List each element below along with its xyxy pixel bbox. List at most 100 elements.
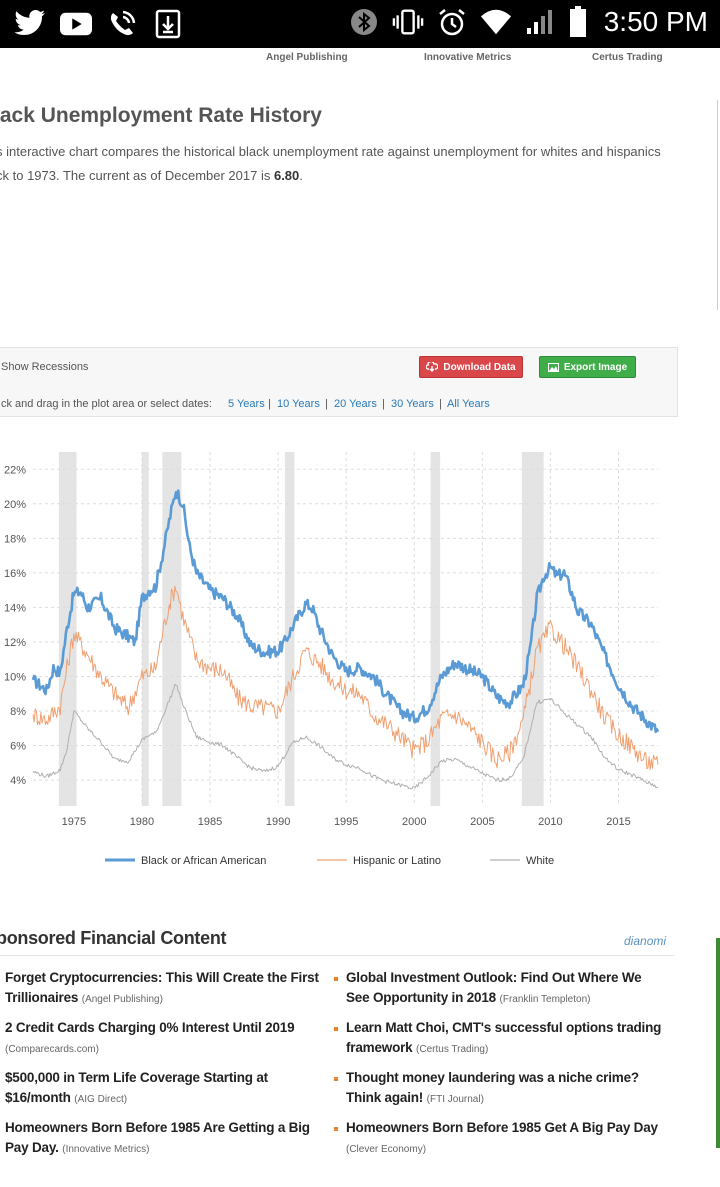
ad-headline: Homeowners Born Before 1985 Are Getting …	[5, 1120, 310, 1155]
x-tick-label: 1980	[130, 816, 154, 828]
range-all-years[interactable]: All Years	[447, 398, 490, 410]
ad-headline: Homeowners Born Before 1985 Get A Big Pa…	[346, 1120, 658, 1135]
range-20-years[interactable]: 20 Years	[334, 398, 377, 410]
download-data-label: Download Data	[443, 361, 516, 373]
description-text: ck to 1973. The current as of December 2…	[0, 168, 274, 183]
ad-bullet	[334, 1077, 338, 1081]
range-10-years[interactable]: 10 Years	[277, 398, 320, 410]
ad-right-3[interactable]: Thought money laundering was a niche cri…	[346, 1068, 666, 1110]
x-tick-label: 2000	[402, 816, 426, 828]
top-links: Angel Publishing Innovative Metrics Cert…	[0, 50, 720, 68]
ad-source: (Certus Trading)	[416, 1044, 489, 1055]
ad-source: (FTI Journal)	[426, 1094, 484, 1105]
range-separator: |	[268, 398, 271, 410]
dianomi-logo[interactable]: dianomi	[624, 934, 667, 948]
ad-left-2[interactable]: 2 Credit Cards Charging 0% Interest Unti…	[5, 1018, 325, 1060]
ad-headline: Global Investment Outlook: Find Out Wher…	[346, 970, 642, 1005]
y-tick-label: 20%	[4, 499, 26, 511]
y-tick-label: 14%	[4, 602, 26, 614]
clock: 3:50 PM	[603, 6, 708, 37]
x-tick-label: 1975	[62, 816, 86, 828]
ad-headline: 2 Credit Cards Charging 0% Interest Unti…	[5, 1020, 295, 1035]
y-tick-label: 6%	[10, 741, 26, 753]
recession-band	[162, 452, 182, 806]
y-tick-label: 10%	[4, 671, 26, 683]
ad-source: (Franklin Templeton)	[499, 994, 591, 1005]
youtube-icon	[60, 8, 92, 40]
range-separator: |	[382, 398, 385, 410]
y-tick-label: 4%	[10, 775, 26, 787]
unemployment-chart[interactable]: 4% 6% 8% 10% 12% 14% 16% 18% 20% 22% 1975 1980 1985 1…	[0, 440, 680, 880]
range-separator: |	[439, 398, 442, 410]
ad-right-1[interactable]: Global Investment Outlook: Find Out Wher…	[346, 968, 666, 1010]
ad-left-1[interactable]: Forget Cryptocurrencies: This Will Creat…	[5, 968, 325, 1010]
download-icon	[152, 8, 184, 40]
x-tick-label: 1985	[198, 816, 222, 828]
y-tick-label: 22%	[4, 464, 26, 476]
ad-source: (Comparecards.com)	[5, 1044, 99, 1055]
cloud-download-icon	[426, 362, 439, 372]
ad-headline: Forget Cryptocurrencies: This Will Creat…	[5, 970, 319, 1005]
recession-band	[141, 452, 149, 806]
download-data-button[interactable]: Download Data	[419, 356, 523, 378]
battery-icon	[568, 6, 588, 38]
x-tick-label: 1990	[266, 816, 290, 828]
range-separator: |	[325, 398, 328, 410]
legend-label: White	[526, 855, 554, 867]
show-recessions-toggle[interactable]: Show Recessions	[1, 361, 89, 373]
ad-source: (Innovative Metrics)	[62, 1144, 150, 1155]
ad-bullet	[334, 1027, 338, 1031]
wifi-icon	[480, 6, 512, 38]
vibrate-icon	[392, 6, 424, 38]
page-description: s interactive chart compares the histori…	[0, 140, 696, 188]
top-link-1[interactable]: Angel Publishing	[266, 52, 348, 63]
ad-headline: Learn Matt Choi, CMT's successful option…	[346, 1020, 662, 1055]
series-line-black	[31, 489, 660, 734]
drag-instructions: ck and drag in the plot area or select d…	[1, 398, 212, 410]
bluetooth-icon	[348, 6, 380, 38]
range-30-years[interactable]: 30 Years	[391, 398, 434, 410]
description-line-1: s interactive chart compares the histori…	[0, 144, 661, 159]
current-value: 6.80	[273, 168, 300, 183]
recession-band	[430, 452, 441, 806]
image-icon	[547, 362, 559, 372]
ad-bullet	[334, 1127, 338, 1131]
signal-icon	[524, 6, 556, 38]
ad-headline: $500,000 in Term Life Coverage Starting …	[5, 1070, 268, 1105]
ad-bullet	[334, 977, 338, 981]
x-tick-label: 1995	[334, 816, 358, 828]
ad-right-2[interactable]: Learn Matt Choi, CMT's successful option…	[346, 1018, 666, 1060]
divider	[0, 955, 674, 956]
ad-source: (Angel Publishing)	[81, 994, 163, 1005]
y-tick-label: 16%	[4, 568, 26, 580]
page-title: lack Unemployment Rate History	[0, 104, 322, 127]
x-tick-label: 2015	[606, 816, 630, 828]
ad-right-4[interactable]: Homeowners Born Before 1985 Get A Big Pa…	[346, 1118, 666, 1160]
series-line-white	[32, 683, 659, 790]
export-image-button[interactable]: Export Image	[539, 356, 636, 378]
top-link-2[interactable]: Innovative Metrics	[424, 52, 512, 63]
side-ad-edge	[716, 938, 720, 1148]
series-line-hispanic	[32, 585, 659, 770]
ad-headline: Thought money laundering was a niche cri…	[346, 1070, 639, 1105]
y-tick-label: 12%	[4, 637, 26, 649]
legend-label: Hispanic or Latino	[353, 855, 441, 867]
side-panel-edge	[717, 100, 720, 310]
sponsored-title: ponsored Financial Content	[0, 928, 227, 948]
phone-wifi-icon	[106, 8, 138, 40]
ad-source: (Clever Economy)	[346, 1144, 427, 1155]
y-tick-label: 8%	[10, 706, 26, 718]
x-tick-label: 2005	[470, 816, 494, 828]
legend-label: Black or African American	[141, 855, 266, 867]
description-end: .	[299, 168, 303, 183]
x-tick-label: 2010	[538, 816, 562, 828]
alarm-icon	[436, 6, 468, 38]
ad-left-3[interactable]: $500,000 in Term Life Coverage Starting …	[5, 1068, 325, 1110]
top-link-3[interactable]: Certus Trading	[592, 52, 663, 63]
range-5-years[interactable]: 5 Years	[228, 398, 265, 410]
status-bar: 3:50 PM	[0, 0, 720, 48]
chart-controls: Show Recessions Download Data Export Ima…	[0, 347, 678, 417]
ad-left-4[interactable]: Homeowners Born Before 1985 Are Getting …	[5, 1118, 325, 1160]
ad-source: (AIG Direct)	[74, 1094, 128, 1105]
y-tick-label: 18%	[4, 533, 26, 545]
